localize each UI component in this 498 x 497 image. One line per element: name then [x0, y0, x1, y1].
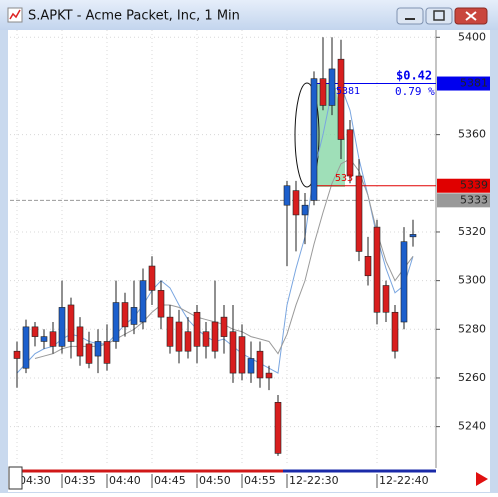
candle-body	[184, 331, 192, 352]
candle-body	[211, 321, 219, 352]
candle-body	[121, 302, 129, 328]
candle-body	[283, 185, 291, 206]
x-tick-label: 04:55	[244, 474, 276, 487]
candle-body	[247, 358, 255, 374]
price-level-box	[437, 193, 490, 208]
candle-body	[355, 175, 363, 252]
candle-body	[382, 285, 390, 313]
candle-body	[220, 316, 228, 337]
candle-body	[148, 265, 156, 291]
y-tick-label: 5400	[458, 30, 486, 43]
candle-body	[94, 341, 102, 357]
candle-body	[193, 311, 201, 347]
entry-price-label: 5381	[336, 86, 360, 97]
candle-body	[238, 336, 246, 374]
candle-body	[58, 307, 66, 347]
candle-body	[49, 331, 57, 347]
candle-body	[85, 343, 93, 364]
x-tick-label: 12-22:40	[379, 474, 429, 487]
y-tick-label: 5240	[458, 420, 486, 433]
candle-body	[373, 226, 381, 313]
price-level-label: 5333	[460, 193, 488, 206]
candle-body	[328, 68, 336, 106]
x-tick-label: 04:45	[154, 474, 186, 487]
candle-body	[274, 401, 282, 454]
candle-body	[229, 331, 237, 374]
price-level-box	[437, 178, 490, 193]
x-tick-label: 04:40	[109, 474, 141, 487]
candle-body	[130, 307, 138, 325]
chart-background	[8, 30, 490, 492]
minimize-button[interactable]	[396, 7, 424, 25]
candle-body	[103, 341, 111, 364]
x-tick-label: 04:30	[19, 474, 51, 487]
scroll-right-arrow[interactable]	[476, 472, 488, 486]
candle-body	[364, 255, 372, 277]
candle-body	[202, 331, 210, 347]
candle-body	[256, 350, 264, 379]
candle-body	[67, 304, 75, 342]
candle-body	[13, 350, 21, 359]
stop-price-label: 533	[335, 173, 353, 184]
candle-body	[40, 336, 48, 342]
close-button[interactable]	[454, 7, 488, 25]
candle-body	[31, 326, 39, 337]
candle-body	[310, 78, 318, 201]
candle-body	[22, 326, 30, 369]
candle-body	[166, 316, 174, 347]
price-level-label: 5339	[460, 179, 488, 192]
candle-body	[175, 321, 183, 352]
app-icon	[7, 7, 23, 23]
y-tick-label: 5360	[458, 128, 486, 141]
candle-body	[391, 311, 399, 352]
x-tick-label: 04:50	[199, 474, 231, 487]
profit-percent: 0.79 %	[395, 85, 435, 98]
x-tick-label: 04:35	[64, 474, 96, 487]
candle-body	[301, 204, 309, 216]
price-level-box	[437, 76, 490, 91]
candle-body	[400, 241, 408, 323]
candle-body	[139, 280, 147, 323]
x-tick-label: 12-22:30	[289, 474, 339, 487]
maximize-button[interactable]	[425, 7, 453, 25]
candle-body	[409, 234, 417, 238]
candle-body	[112, 302, 120, 342]
candle-body	[265, 372, 273, 379]
window-title: S.APKT - Acme Packet, Inc, 1 Min	[28, 9, 240, 24]
y-tick-label: 5280	[458, 322, 486, 335]
candle-body	[337, 58, 345, 140]
profit-amount: $0.42	[396, 69, 432, 83]
price-level-label: 5381	[460, 77, 488, 90]
candle-body	[292, 190, 300, 216]
candle-body	[76, 326, 84, 357]
candle-body	[319, 78, 327, 106]
drawn-ellipse	[294, 82, 320, 188]
y-tick-label: 5300	[458, 274, 486, 287]
candle-body	[346, 129, 354, 177]
candle-body	[157, 290, 165, 318]
scroll-handle[interactable]	[8, 466, 23, 490]
y-tick-label: 5260	[458, 371, 486, 384]
y-tick-label: 5320	[458, 225, 486, 238]
